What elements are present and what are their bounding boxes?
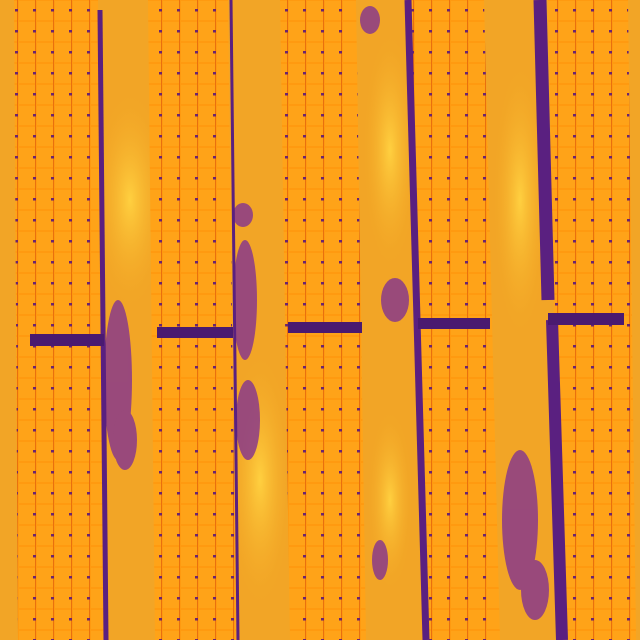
- panel: [148, 0, 236, 640]
- bar: [157, 327, 233, 338]
- shadows: [104, 6, 549, 620]
- bar: [30, 334, 104, 346]
- panel: [280, 0, 366, 640]
- bar: [548, 313, 624, 325]
- panel-edges: [97, 0, 568, 640]
- bar: [288, 322, 362, 333]
- panel: [14, 0, 104, 640]
- junction-bars: [30, 313, 624, 346]
- bar: [418, 318, 490, 329]
